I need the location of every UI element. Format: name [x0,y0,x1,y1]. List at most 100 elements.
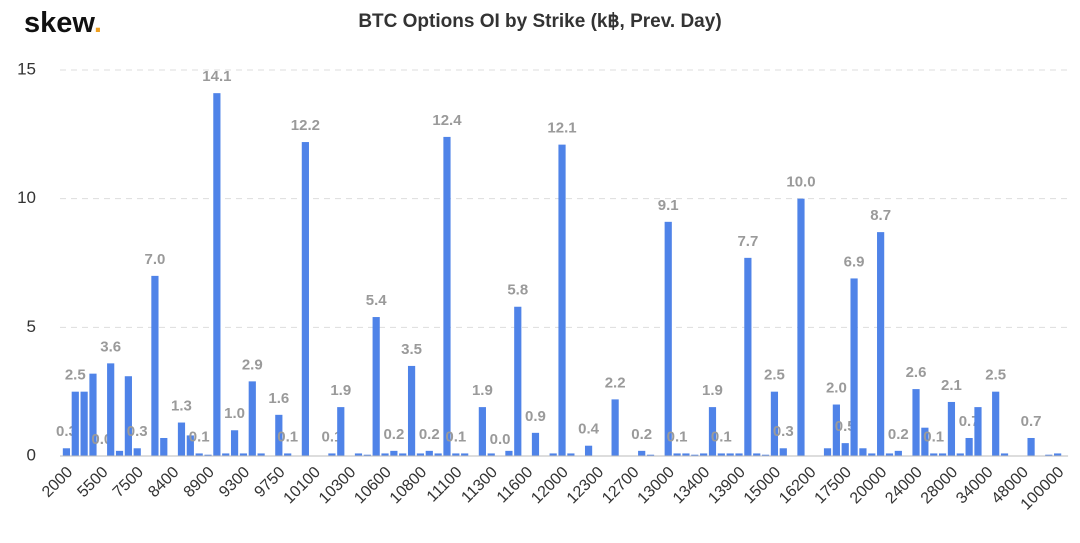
data-label: 0.0 [91,431,112,448]
data-label: 9.1 [658,197,679,214]
data-label: 3.6 [100,338,121,355]
data-label: 0.7 [959,413,980,430]
bar [80,391,88,456]
bar [337,407,345,456]
bar [177,422,186,456]
data-label: 10.0 [786,174,815,191]
bar [682,453,690,456]
data-label: 1.9 [330,382,351,399]
bar [204,454,212,456]
bar [301,142,309,456]
bar [461,453,469,456]
data-label: 8.7 [870,207,891,224]
bar [708,407,717,456]
y-tick-label: 0 [27,445,36,464]
bar [584,445,593,456]
bar [195,453,203,456]
bar [797,198,805,456]
data-label: 0.3 [127,423,148,440]
data-label: 5.8 [507,282,528,299]
bar [230,430,239,456]
data-label: 2.2 [605,374,626,391]
x-tick-label: 13000 [635,464,679,508]
x-tick-label: 5500 [74,464,111,501]
data-label: 1.9 [702,382,723,399]
chart-title: BTC Options OI by Strike (k฿, Prev. Day) [358,11,721,32]
data-label: 0.1 [923,428,944,445]
bar [487,453,495,456]
bar [761,454,770,456]
data-label: 0.2 [419,426,440,443]
bar [390,450,398,456]
bar [894,450,902,456]
bar [549,453,557,456]
bar [452,453,460,456]
bar [381,453,389,456]
x-tick-label: 11300 [458,464,501,507]
x-tick-label: 2000 [39,464,76,501]
x-tick-label: 10300 [316,464,360,508]
x-tick-label: 28000 [918,464,962,508]
bar [947,401,956,456]
data-label: 5.4 [366,292,388,309]
data-label: 0.3 [56,423,77,440]
bar [354,453,363,456]
data-label: 12.1 [547,120,576,137]
data-label: 14.1 [202,68,231,85]
bar [638,450,646,456]
bar [478,407,486,456]
bar [992,391,1000,456]
bar [514,306,522,456]
x-tick-label: 24000 [882,464,926,508]
bar [416,453,425,456]
data-label: 0.4 [578,421,600,438]
bar [531,432,540,456]
bar [744,257,752,456]
bar [770,391,779,456]
bar [186,435,194,456]
x-tick-label: 7500 [110,464,147,501]
bar [151,275,159,456]
bar [965,437,973,456]
data-label: 0.1 [321,428,342,445]
bar [832,404,840,456]
bar [372,317,380,456]
bar [107,363,115,456]
data-label: 0.2 [631,426,652,443]
bar [912,389,920,456]
data-label: 7.7 [737,233,758,250]
bar [841,443,849,456]
data-label: 0.9 [525,408,546,425]
bar [611,399,619,456]
bar [62,448,71,456]
bar [505,450,513,456]
data-label: 0.3 [773,423,794,440]
data-label: 0.2 [888,426,909,443]
data-label: 0.1 [711,428,732,445]
y-tick-label: 10 [17,188,36,207]
bar [877,232,885,456]
bar [974,407,982,456]
data-label: 7.0 [144,251,165,268]
x-tick-label: 8900 [181,464,218,501]
bar [823,448,832,456]
bar [71,391,79,456]
bar [1054,453,1062,456]
x-tick-label: 20000 [847,464,891,508]
bar [646,454,655,456]
x-tick-label: 12300 [564,464,608,508]
data-label: 1.0 [224,405,245,422]
bar [284,453,292,456]
x-tick-label: 10100 [281,464,325,508]
bar [938,453,947,456]
bar [124,376,132,456]
data-label: 3.5 [401,341,422,358]
bar [115,450,124,456]
data-label: 2.0 [826,380,847,397]
data-label: 6.9 [844,253,865,270]
data-label: 0.2 [383,426,404,443]
bar [399,453,407,456]
bar [222,453,230,456]
x-tick-label: 11100 [424,464,466,506]
bar [700,453,708,456]
